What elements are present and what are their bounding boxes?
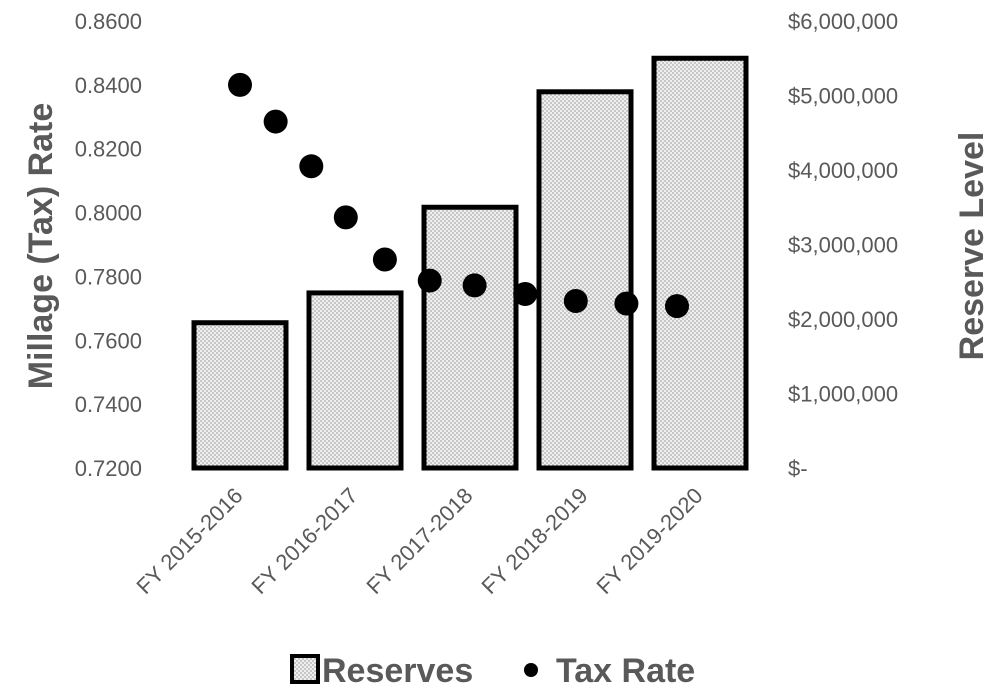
x-axis-ticks: FY 2015-2016 FY 2016-2017 FY 2017-2018 FY 2… xyxy=(132,483,708,599)
y-left-axis-title: Millage (Tax) Rate xyxy=(22,103,60,390)
tax-rate-point-10 xyxy=(614,291,639,316)
tax-rate-point-6 xyxy=(417,268,442,293)
legend-reserves-swatch xyxy=(290,654,320,684)
bars-layer xyxy=(191,55,749,471)
tax-rate-point-9 xyxy=(563,289,588,314)
tax-rate-point-4 xyxy=(333,205,358,230)
legend: Reserves Tax Rate xyxy=(290,652,695,689)
bar-reserves-5 xyxy=(651,55,749,471)
y-left-tick-label: 0.7400 xyxy=(75,392,142,417)
y-left-tick-label: 0.8000 xyxy=(75,201,142,226)
tax-rate-point-11 xyxy=(665,294,689,319)
tax-rate-dots-layer xyxy=(228,72,689,319)
y-right-tick-label: $5,000,000 xyxy=(788,84,898,109)
x-tick-label: FY 2016-2017 xyxy=(247,483,363,599)
y-right-axis-title: Reserve Level xyxy=(953,132,991,361)
left-axis-ticks: 0.7200 0.7400 0.7600 0.7800 0.8000 0.8200 0.84… xyxy=(75,9,142,481)
y-left-tick-label: 0.7600 xyxy=(75,328,142,353)
y-left-tick-label: 0.8200 xyxy=(75,137,142,162)
x-tick-label: FY 2019-2020 xyxy=(592,483,708,599)
tax-rate-point-2 xyxy=(263,109,288,134)
y-right-tick-label: $3,000,000 xyxy=(788,233,898,258)
tax-rate-point-8 xyxy=(513,281,538,306)
x-tick-label: FY 2015-2016 xyxy=(132,483,248,599)
bar-reserves-1 xyxy=(191,320,289,471)
legend-reserves-label: Reserves xyxy=(322,652,473,689)
legend-tax-rate-dot xyxy=(524,663,538,677)
y-left-tick-label: 0.7200 xyxy=(75,456,142,481)
tax-rate-point-7 xyxy=(462,273,487,298)
y-right-tick-label: $2,000,000 xyxy=(788,307,898,332)
y-right-tick-label: $- xyxy=(788,456,808,481)
y-left-tick-label: 0.7800 xyxy=(75,264,142,289)
tax-rate-point-3 xyxy=(299,154,324,179)
y-left-tick-label: 0.8600 xyxy=(75,9,142,34)
y-right-tick-label: $1,000,000 xyxy=(788,382,898,407)
y-left-tick-label: 0.8400 xyxy=(75,73,142,98)
y-right-tick-label: $6,000,000 xyxy=(788,9,898,34)
bar-reserves-2 xyxy=(306,290,404,471)
bar-reserves-3 xyxy=(421,204,519,471)
x-tick-label: FY 2018-2019 xyxy=(477,483,593,599)
bar-reserves-4 xyxy=(536,89,634,471)
legend-tax-rate-label: Tax Rate xyxy=(556,652,695,689)
right-axis-ticks: $- $1,000,000 $2,000,000 $3,000,000 $4,000,0… xyxy=(788,9,898,481)
tax-rate-point-5 xyxy=(372,247,397,272)
x-tick-label: FY 2017-2018 xyxy=(362,483,478,599)
tax-rate-point-1 xyxy=(228,72,252,97)
y-right-tick-label: $4,000,000 xyxy=(788,158,898,183)
